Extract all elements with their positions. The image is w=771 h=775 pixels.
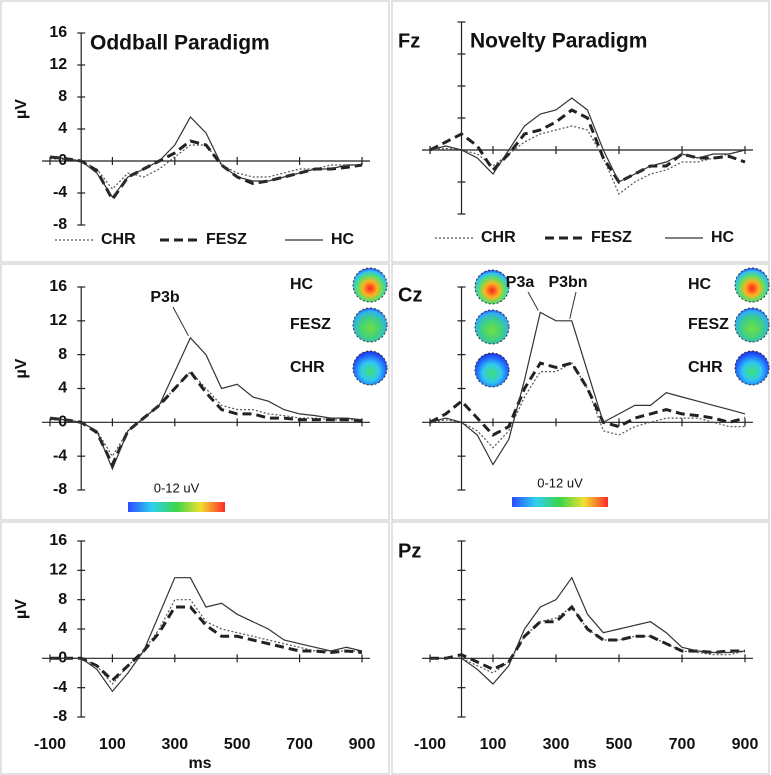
topomap: [474, 309, 510, 345]
panel: [0, 0, 390, 263]
topomap: [734, 307, 770, 343]
chart-title: Oddball Paradigm: [90, 32, 270, 55]
electrode-label: Fz: [398, 30, 420, 52]
annotation: P3bn: [548, 274, 587, 291]
erp-line: [429, 361, 746, 437]
x-tick-label: -100: [414, 736, 446, 753]
colorbar-label: 0-12 uV: [537, 475, 583, 490]
legend-label: HC: [331, 231, 355, 248]
colorbar-label: 0-12 uV: [154, 480, 200, 495]
y-tick-label: 8: [58, 88, 67, 105]
annotation: P3b: [150, 289, 180, 306]
x-tick-label: 700: [286, 736, 313, 753]
y-axis-label: µV: [13, 358, 30, 378]
y-axis-label: µV: [13, 99, 30, 119]
panel: [0, 263, 390, 521]
y-tick-label: 16: [49, 278, 67, 295]
topomap: [352, 350, 388, 386]
panel: [0, 521, 390, 775]
topomap-label: CHR: [290, 359, 325, 376]
topomap: [734, 267, 770, 303]
topomap: [352, 307, 388, 343]
panel: [391, 521, 770, 775]
topomap-label: CHR: [688, 359, 723, 376]
legend-label: FESZ: [206, 231, 247, 248]
annotation-leader: [527, 291, 539, 311]
x-tick-label: -100: [34, 736, 66, 753]
legend-label: HC: [711, 229, 735, 246]
x-tick-label: 700: [669, 736, 696, 753]
annotation: P3a: [506, 274, 535, 291]
annotation-leader: [172, 306, 189, 336]
erp-line: [429, 97, 746, 183]
chart-title: Novelty Paradigm: [470, 30, 647, 53]
y-tick-label: -8: [53, 708, 67, 725]
x-axis-label: ms: [188, 755, 211, 772]
erp-line: [50, 605, 363, 683]
topomap: [352, 267, 388, 303]
electrode-label: Pz: [398, 540, 421, 562]
y-tick-label: 0: [58, 152, 67, 169]
panel: [391, 263, 770, 521]
topomap: [734, 350, 770, 386]
y-tick-label: 12: [49, 312, 67, 329]
erp-line: [49, 116, 362, 199]
x-tick-label: 300: [543, 736, 570, 753]
y-tick-label: -4: [53, 184, 67, 201]
x-tick-label: 500: [606, 736, 633, 753]
y-tick-label: 0: [58, 414, 67, 431]
topomap-label: FESZ: [688, 316, 729, 333]
electrode-label: Cz: [398, 284, 422, 306]
y-tick-label: -8: [53, 216, 67, 233]
y-tick-label: 16: [49, 532, 67, 549]
annotation-leader: [569, 291, 577, 319]
erp-line: [430, 604, 745, 671]
y-tick-label: 12: [49, 562, 67, 579]
y-tick-label: 8: [58, 346, 67, 363]
topomap: [474, 352, 510, 388]
y-tick-label: 12: [49, 56, 67, 73]
x-axis-label: ms: [573, 755, 596, 772]
colorbar: [512, 497, 608, 507]
y-tick-label: 4: [58, 620, 67, 637]
y-tick-label: 4: [58, 120, 67, 137]
legend-label: FESZ: [591, 229, 632, 246]
panel: [391, 0, 770, 263]
x-tick-label: 300: [161, 736, 188, 753]
colorbar: [128, 502, 225, 512]
x-tick-label: 900: [349, 736, 376, 753]
legend-label: CHR: [481, 229, 516, 246]
erp-line: [50, 577, 363, 693]
topomap-label: FESZ: [290, 316, 331, 333]
topomap-label: HC: [688, 276, 712, 293]
y-axis-label: µV: [13, 599, 30, 619]
legend-label: CHR: [101, 231, 136, 248]
y-tick-label: -8: [53, 481, 67, 498]
x-tick-label: 100: [480, 736, 507, 753]
erp-line: [429, 311, 746, 466]
erp-line: [430, 576, 746, 685]
x-tick-label: 900: [732, 736, 759, 753]
x-tick-label: 500: [224, 736, 251, 753]
y-tick-label: 8: [58, 591, 67, 608]
erp-line: [49, 336, 363, 471]
x-tick-label: 100: [99, 736, 126, 753]
y-tick-label: 4: [58, 380, 67, 397]
y-tick-label: -4: [53, 679, 67, 696]
erp-line: [429, 125, 746, 195]
y-tick-label: 16: [49, 24, 67, 41]
topomap-label: HC: [290, 276, 314, 293]
erp-line: [429, 362, 745, 449]
topomap: [474, 269, 510, 305]
y-tick-label: -4: [53, 447, 67, 464]
